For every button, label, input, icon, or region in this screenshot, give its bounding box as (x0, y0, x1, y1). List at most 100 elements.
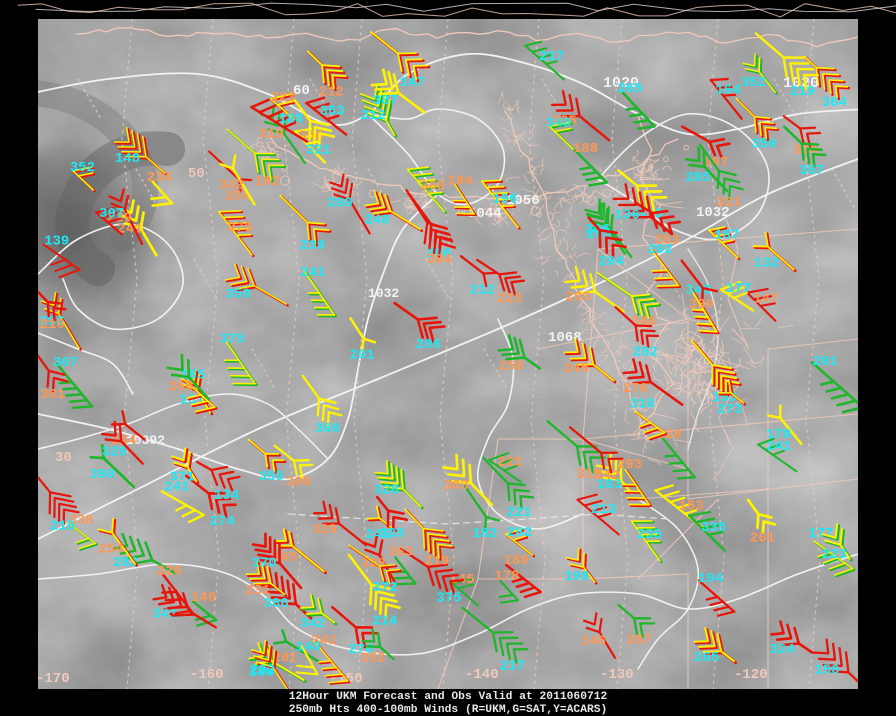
svg-text:196: 196 (492, 191, 517, 207)
svg-text:189: 189 (504, 553, 529, 569)
svg-text:360: 360 (315, 421, 340, 437)
svg-text:188: 188 (573, 141, 598, 157)
svg-text:245: 245 (564, 361, 589, 377)
svg-text:275: 275 (227, 220, 252, 236)
svg-text:329: 329 (102, 445, 127, 461)
svg-text:223: 223 (271, 90, 296, 106)
svg-text:153: 153 (679, 499, 704, 515)
svg-text:359: 359 (226, 286, 251, 302)
svg-text:276: 276 (623, 381, 648, 397)
svg-text:390: 390 (90, 467, 115, 483)
svg-text:324: 324 (770, 642, 795, 658)
svg-text:357: 357 (799, 163, 824, 179)
svg-text:204: 204 (599, 254, 624, 270)
svg-text:234: 234 (147, 170, 172, 186)
svg-text:360: 360 (420, 179, 445, 195)
svg-text:134: 134 (214, 488, 239, 504)
svg-text:139: 139 (44, 234, 69, 250)
svg-text:212: 212 (319, 84, 344, 100)
svg-text:241: 241 (300, 265, 325, 281)
svg-text:226: 226 (157, 564, 182, 580)
svg-text:241: 241 (164, 480, 189, 496)
svg-text:178: 178 (766, 427, 791, 443)
svg-text:219: 219 (424, 554, 449, 570)
svg-text:274: 274 (210, 514, 235, 530)
svg-text:265: 265 (694, 650, 719, 666)
svg-text:252: 252 (360, 651, 385, 667)
svg-text:201: 201 (813, 354, 838, 370)
svg-text:170: 170 (252, 556, 277, 572)
svg-text:355: 355 (259, 469, 284, 485)
svg-text:372: 372 (372, 580, 397, 596)
svg-text:254: 254 (98, 542, 123, 558)
svg-text:223: 223 (497, 291, 522, 307)
svg-text:384: 384 (427, 252, 452, 268)
svg-text:202: 202 (250, 662, 275, 678)
svg-text:217: 217 (539, 49, 564, 65)
svg-text:318: 318 (630, 397, 655, 413)
svg-text:203: 203 (565, 290, 590, 306)
svg-text:212: 212 (360, 108, 385, 124)
svg-text:140: 140 (191, 590, 216, 606)
svg-text:328: 328 (374, 483, 399, 499)
svg-text:321: 321 (716, 195, 741, 211)
svg-text:221: 221 (498, 455, 523, 471)
svg-text:178: 178 (494, 569, 519, 585)
svg-text:192: 192 (255, 174, 280, 190)
svg-text:136: 136 (614, 208, 639, 224)
svg-text:188: 188 (278, 111, 303, 127)
svg-text:216: 216 (40, 317, 65, 333)
svg-text:321: 321 (306, 142, 331, 158)
svg-text:150: 150 (814, 662, 839, 678)
svg-text:363: 363 (320, 104, 345, 120)
svg-text:282: 282 (633, 345, 658, 361)
svg-text:375: 375 (436, 591, 461, 607)
svg-text:194: 194 (698, 571, 723, 587)
svg-text:352: 352 (741, 75, 766, 91)
svg-text:177: 177 (726, 281, 751, 297)
svg-text:148: 148 (296, 639, 321, 655)
svg-text:242: 242 (595, 468, 620, 484)
svg-text:258: 258 (499, 358, 524, 374)
svg-text:182: 182 (472, 526, 497, 542)
svg-text:289: 289 (328, 195, 353, 211)
svg-text:217: 217 (500, 658, 525, 674)
svg-text:397: 397 (99, 206, 124, 222)
svg-text:363: 363 (388, 545, 413, 561)
svg-text:164: 164 (715, 82, 740, 98)
svg-text:342: 342 (219, 178, 244, 194)
svg-text:285: 285 (685, 170, 710, 186)
svg-text:213: 213 (591, 502, 616, 518)
svg-text:307: 307 (53, 355, 78, 371)
svg-text:147: 147 (753, 292, 778, 308)
svg-text:329: 329 (312, 522, 337, 538)
svg-text:346: 346 (631, 314, 656, 330)
svg-text:353: 353 (655, 232, 680, 248)
svg-text:387: 387 (373, 93, 398, 109)
svg-text:265: 265 (618, 81, 643, 97)
svg-text:348: 348 (686, 282, 711, 298)
svg-text:223: 223 (822, 547, 847, 563)
svg-text:239: 239 (300, 238, 325, 254)
svg-text:291: 291 (350, 348, 375, 364)
svg-text:135: 135 (380, 526, 405, 542)
svg-text:219: 219 (790, 84, 815, 100)
svg-text:235: 235 (637, 527, 662, 543)
svg-text:221: 221 (507, 505, 532, 521)
svg-text:261: 261 (750, 531, 775, 547)
svg-text:282: 282 (507, 525, 532, 541)
svg-text:132: 132 (754, 256, 779, 272)
svg-text:273: 273 (717, 402, 742, 418)
svg-text:198: 198 (564, 569, 589, 585)
svg-text:146: 146 (581, 633, 606, 649)
svg-text:148: 148 (115, 151, 140, 167)
svg-text:330: 330 (689, 297, 714, 313)
svg-text:187: 187 (714, 228, 739, 244)
svg-text:309: 309 (286, 474, 311, 490)
svg-text:361: 361 (40, 387, 65, 403)
svg-text:287: 287 (626, 632, 651, 648)
svg-text:375: 375 (220, 332, 245, 348)
svg-text:147: 147 (400, 75, 425, 91)
svg-text:177: 177 (808, 526, 833, 542)
svg-text:364: 364 (822, 95, 847, 111)
